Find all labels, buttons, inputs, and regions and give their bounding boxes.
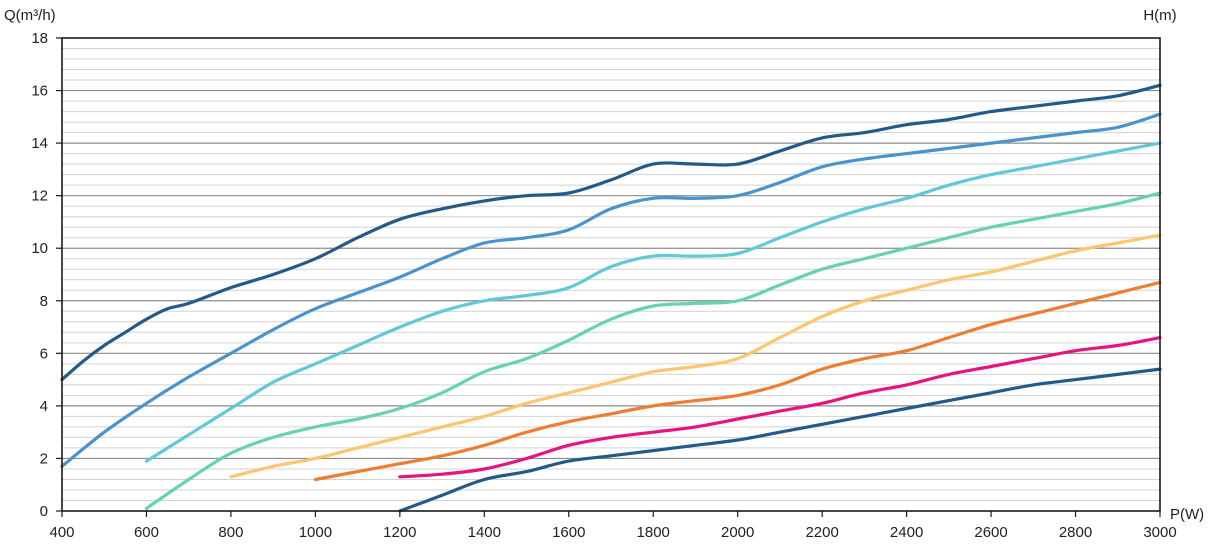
series-line-6 [313,280,1162,482]
x-tick-label: 1200 [383,524,416,541]
x-axis-label: P(W) [1170,506,1204,523]
series-line-4 [144,191,1162,510]
x-tick-label: 600 [134,524,159,541]
y-tick-label: 10 [31,240,48,257]
x-tick-label: 2200 [805,524,838,541]
series-line-7 [398,336,1162,479]
y-tick-label: 6 [40,345,48,362]
x-tick-label: 1600 [552,524,585,541]
x-tick-label: 2000 [721,524,754,541]
y-tick-label: 4 [40,398,48,415]
tick-layer: 400 600 800 1000 1200 1400 1600 1800 2000 2200 240… [31,30,1176,541]
x-tick-label: 2800 [1059,524,1092,541]
grid-layer [62,48,1160,501]
y-tick-label: 8 [40,293,48,310]
x-tick-label: 1000 [299,524,332,541]
y-tick-label: 16 [31,83,48,100]
series-layer [60,83,1162,513]
x-tick-label: 1400 [468,524,501,541]
y-tick-label: 18 [31,30,48,47]
x-tick-label: 2600 [974,524,1007,541]
series-line-1 [60,83,1162,382]
x-tick-label: 1800 [637,524,670,541]
x-tick-label: 3000 [1143,524,1176,541]
y-axis-label-left: Q(m³/h) [4,7,56,24]
plot-frame [61,37,1161,512]
y-tick-label: 0 [40,503,48,520]
y-tick-label: 2 [40,450,48,467]
series-line-2 [60,112,1162,468]
y-tick-label: 14 [31,135,48,152]
series-line-8 [398,367,1162,513]
series-line-5 [229,233,1162,479]
x-tick-label: 2400 [890,524,923,541]
x-tick-label: 400 [49,524,74,541]
series-line-3 [144,141,1162,463]
x-tick-label: 800 [218,524,243,541]
y-axis-label-right: H(m) [1143,7,1176,24]
y-tick-label: 12 [31,188,48,205]
